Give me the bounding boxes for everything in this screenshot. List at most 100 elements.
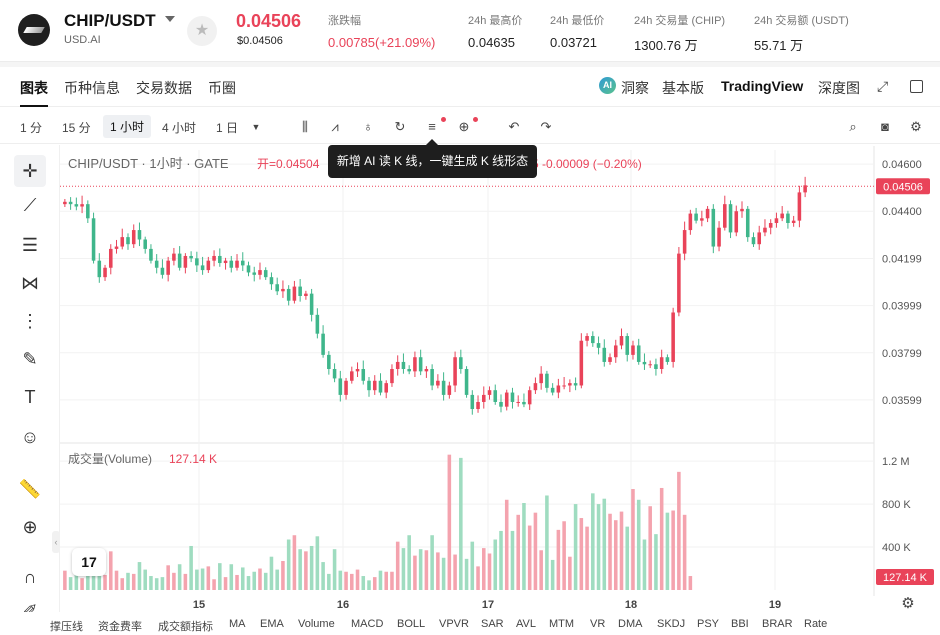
expand-icon[interactable]: ⤢ [877, 78, 889, 94]
indicator-3[interactable]: MA [229, 618, 246, 630]
tab-chart[interactable]: 图表 [20, 80, 48, 107]
horizontal-lines-icon[interactable]: ☰ [21, 235, 39, 255]
brush-icon[interactable]: ✎ [22, 349, 38, 369]
candle-body [355, 369, 360, 372]
tab-insight[interactable]: 洞察 [621, 80, 649, 96]
y-tick-label: 0.03999 [882, 301, 922, 313]
indicator-15[interactable]: PSY [697, 618, 720, 630]
indicator-11[interactable]: MTM [549, 618, 575, 630]
ai-kline-icon[interactable]: ≡ [428, 119, 436, 134]
volume-bar [91, 572, 96, 590]
candle-body [378, 380, 383, 393]
indicator-1[interactable]: 资金费率 [98, 621, 142, 633]
indicator-17[interactable]: BRAR [762, 618, 793, 630]
indicator-14[interactable]: SKDJ [657, 618, 686, 630]
indicator-8[interactable]: VPVR [439, 618, 469, 630]
text-icon[interactable]: T [24, 387, 36, 407]
indicator-9[interactable]: SAR [481, 618, 504, 630]
add-icon[interactable]: ⊕ [458, 119, 470, 134]
volume-bar [63, 570, 67, 590]
candle-body [372, 380, 377, 391]
tab-tradingview[interactable]: TradingView [721, 78, 804, 94]
indicator-12[interactable]: VR [590, 618, 606, 630]
tab-depth[interactable]: 深度图 [818, 80, 860, 96]
candle-body [665, 357, 670, 362]
trendline-icon[interactable]: ⟋ [23, 195, 37, 215]
indicator-13[interactable]: DMA [618, 618, 643, 630]
candle-body [97, 260, 102, 278]
tab-trade-data[interactable]: 交易数据 [136, 80, 192, 96]
candle-body [751, 237, 756, 245]
chevron-down-icon[interactable]: ▼ [251, 122, 261, 132]
volume-bar [350, 573, 354, 590]
zoom-in-icon[interactable]: ⊕ [22, 517, 38, 537]
tab-coin-info[interactable]: 币种信息 [64, 80, 120, 96]
indicator-5[interactable]: Volume [298, 618, 335, 630]
search-icon[interactable]: ⌕ [849, 119, 857, 134]
window-icon[interactable] [910, 80, 923, 93]
ruler-icon[interactable]: 📏 [18, 479, 42, 499]
timeframe-1m[interactable]: 1 分 [20, 121, 43, 135]
candle-body [361, 369, 366, 381]
star-icon[interactable]: ★ [187, 16, 217, 46]
indicator-4[interactable]: EMA [260, 618, 284, 630]
collapse-toolbar-icon[interactable]: ‹ [52, 531, 60, 553]
tab-community[interactable]: 币圈 [208, 80, 236, 96]
candle-body [413, 357, 417, 372]
timeframe-1d[interactable]: 1 日 [216, 121, 239, 135]
volume-bar [499, 530, 503, 590]
candle-body [803, 185, 807, 193]
candle-body [654, 364, 658, 369]
y-tick-label: 0.04600 [882, 159, 922, 171]
replay-icon[interactable]: ↻ [394, 119, 406, 134]
redo-icon[interactable]: ↷ [540, 119, 552, 134]
ai-icon[interactable]: AI [599, 77, 616, 94]
indicator-10[interactable]: AVL [516, 618, 536, 630]
timeframe-1h[interactable]: 1 小时 [103, 115, 152, 138]
pair-name[interactable]: CHIP/USDT [64, 11, 156, 30]
candle-body [304, 293, 308, 296]
volume-bar [476, 566, 480, 590]
chevron-down-icon[interactable] [165, 16, 175, 22]
last-price-badge [876, 178, 930, 195]
candle-body [235, 260, 239, 268]
volume-bar [281, 561, 285, 590]
candle-body [367, 380, 371, 391]
undo-icon[interactable]: ↶ [508, 119, 520, 134]
indicator-0[interactable]: 撑压线 [50, 621, 83, 633]
alert-icon[interactable]: ♁ [363, 119, 373, 134]
candle-body [246, 265, 251, 273]
indicator-18[interactable]: Rate [804, 618, 828, 630]
crosshair-icon[interactable]: ✛ [14, 155, 46, 187]
indicator-icon[interactable]: ⩘ [331, 119, 339, 134]
pattern-icon[interactable]: ⋈ [21, 273, 39, 293]
volume-bar [235, 574, 239, 590]
indicator-7[interactable]: BOLL [397, 618, 426, 630]
indicator-6[interactable]: MACD [351, 618, 384, 630]
volume-bar [688, 576, 693, 590]
gear-icon[interactable]: ⚙ [910, 119, 922, 134]
volume-bar [436, 552, 440, 590]
candle-type-icon[interactable]: ⫼ [302, 119, 308, 134]
magnet-icon[interactable]: ∩ [23, 567, 37, 587]
candle-body [327, 354, 331, 369]
volume-bar [453, 554, 457, 590]
candle-body [487, 390, 492, 395]
candle-body [103, 267, 107, 278]
candle-body [91, 218, 96, 261]
volume-bar [120, 578, 125, 590]
camera-icon[interactable]: ◙ [881, 119, 889, 134]
indicator-2[interactable]: 成交额指标 [158, 621, 213, 633]
emoji-icon[interactable]: ☺ [20, 427, 40, 447]
timeframe-15m[interactable]: 15 分 [62, 121, 91, 135]
timeframe-4h[interactable]: 4 小时 [162, 121, 197, 135]
candle-body [481, 394, 486, 402]
fib-icon[interactable]: ⋮ [21, 311, 39, 331]
indicator-16[interactable]: BBI [731, 618, 749, 630]
candle-body [791, 220, 796, 223]
candle-body [120, 237, 125, 247]
chart-settings-icon[interactable]: ⚙ [901, 595, 915, 612]
candle-body [459, 357, 463, 369]
tab-basic[interactable]: 基本版 [662, 80, 704, 96]
